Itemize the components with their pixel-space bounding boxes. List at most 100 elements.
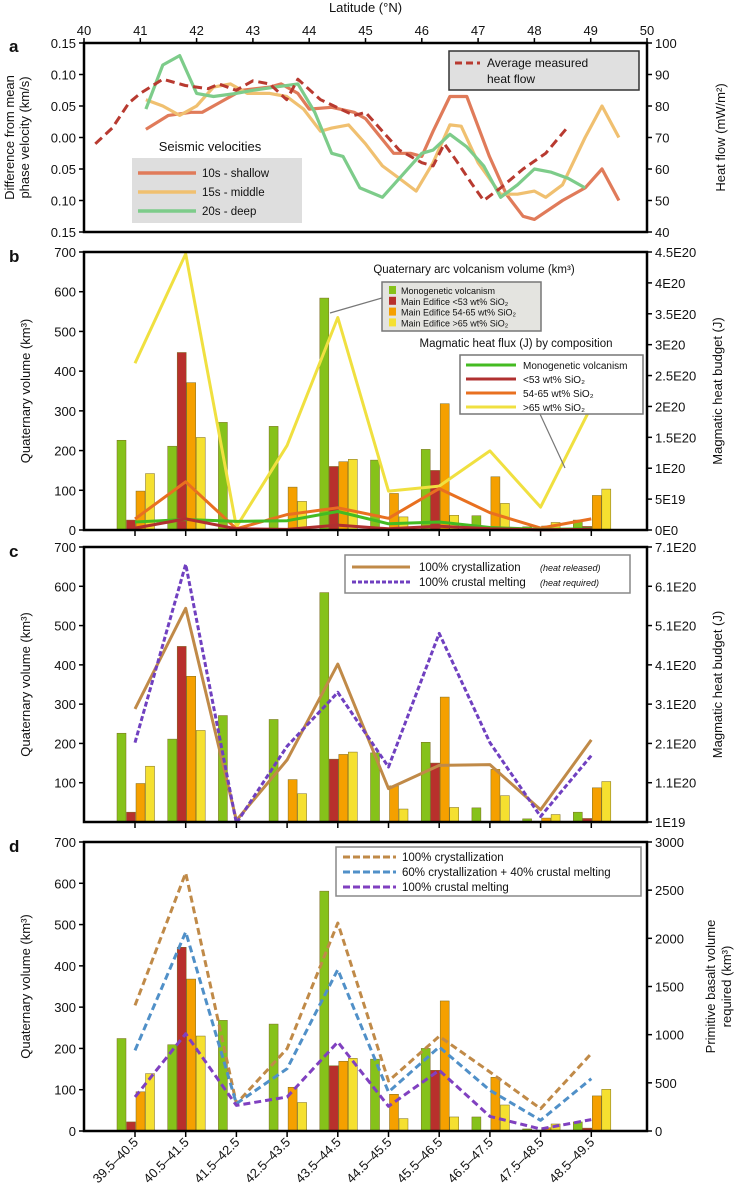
x-tick-label: 44.5–45.5 [343,1135,395,1187]
y-right-tick-label: 2.5E20 [655,369,696,384]
panel-label: a [9,37,19,56]
heat-legend [344,554,631,594]
y-tick-label: 300 [54,697,76,712]
x-tick-label: 46.5–47.5 [445,1135,497,1187]
bar [329,1065,339,1132]
y-axis-title: Quaternary volume (km³) [18,612,33,756]
seismic-legend-title: Seismic velocities [159,139,262,154]
bar [116,439,127,531]
legend-label: >65 wt% SiO₂ [523,403,585,414]
y-tick-label: 400 [54,658,76,673]
bar [145,1073,155,1132]
y-right-tick-label: 90 [655,68,669,83]
bar [135,783,146,823]
y-right-tick-label: 4.1E20 [655,658,696,673]
y-tick-label: 0 [69,523,76,538]
y-right-axis-title-line: Primitive basalt volume [703,920,718,1054]
bar [573,811,583,823]
y-tick-label: 100 [54,483,76,498]
bar [297,1102,307,1132]
y-tick-label: 0 [69,1124,76,1139]
y-right-tick-label: 100 [655,36,677,51]
bar [420,742,431,823]
y-right-tick-label: 6.1E20 [655,579,696,594]
y-axis-title-line: phase velocity (km/s) [17,76,32,198]
y-tick-label: 100 [54,1083,76,1098]
y-tick-label: 0.05 [51,99,76,114]
leader-line [539,413,566,469]
bar [297,501,307,531]
bar [329,758,339,823]
bar [449,1116,459,1132]
bar [116,732,127,823]
y-right-tick-label: 1E19 [655,815,685,830]
volume-legend-title: Quaternary arc volcanism volume (km³) [373,264,574,276]
bar [145,765,155,823]
bar [471,1116,482,1132]
y-right-tick-label: 3.1E20 [655,697,696,712]
y-right-tick-label: 70 [655,131,669,146]
y-right-tick-label: 1.5E20 [655,430,696,445]
legend-label: 100% crystallization [402,852,504,864]
plot-frame [82,840,649,1133]
y-right-tick-label: 500 [655,1076,677,1091]
x-tick-label: 41 [133,23,147,38]
bar [601,781,612,823]
y-axis-title-text: Quaternary volume (km³) [18,914,33,1058]
bar [439,696,450,823]
legend-label: 60% crystallization + 40% crustal meltin… [402,867,611,879]
y-tick-label: 0.10 [51,194,76,209]
plot-frame [82,250,649,532]
y-right-tick-label: 3000 [655,835,684,850]
bar [338,461,349,531]
y-right-tick-label: 2E20 [655,399,685,414]
y-right-tick-label: 2000 [655,931,684,946]
legend-label: 15s - middle [202,187,265,199]
x-tick-label: 48.5–49.5 [546,1135,598,1187]
x-tick-label: 43.5–44.5 [292,1135,344,1187]
legend-label: 10s - shallow [202,168,270,180]
y-right-axis-title-text: Magmatic heat budget (J) [710,611,725,758]
y-tick-label: 700 [54,835,76,850]
y-tick-label: 300 [54,1000,76,1015]
bar [348,459,358,531]
panel-label: d [9,837,19,856]
bar [398,1118,409,1132]
x-tick-label: 42.5–43.5 [242,1135,294,1187]
y-tick-label: 500 [54,918,76,933]
x-tick-label: 50 [640,23,654,38]
bar [592,787,602,823]
leader-line [329,297,383,314]
bar [126,519,136,531]
y-right-tick-label: 1500 [655,980,684,995]
panel-label: c [9,542,18,561]
bar [348,751,358,823]
bar [268,426,279,531]
y-tick-label: 600 [54,876,76,891]
bar [592,1095,602,1132]
bar [500,795,510,823]
bar [490,769,501,823]
bar [398,808,409,823]
x-tick-label: 49 [583,23,597,38]
legend-label: 100% crustal melting [402,882,509,894]
basalt-line-2 [133,1032,592,1131]
y-tick-label: 0.15 [51,225,76,240]
heat-line-3 [133,252,593,529]
bar [439,403,450,531]
y-tick-label: 200 [54,736,76,751]
y-axis-title-line: Difference from mean [2,75,17,200]
legend-swatch [389,286,396,294]
plot-frame [82,545,649,824]
y-right-tick-label: 7.1E20 [655,540,696,555]
y-axis-title: Quaternary volume (km³) [18,319,33,463]
y-tick-label: 400 [54,364,76,379]
bar [338,754,349,823]
legend-label: 54-65 wt% SiO₂ [523,389,594,400]
bar [297,793,307,823]
y-right-tick-label: 5.1E20 [655,619,696,634]
y-tick-label: 500 [54,619,76,634]
y-right-tick-label: 80 [655,99,669,114]
bar [592,495,602,531]
bar [195,437,206,531]
